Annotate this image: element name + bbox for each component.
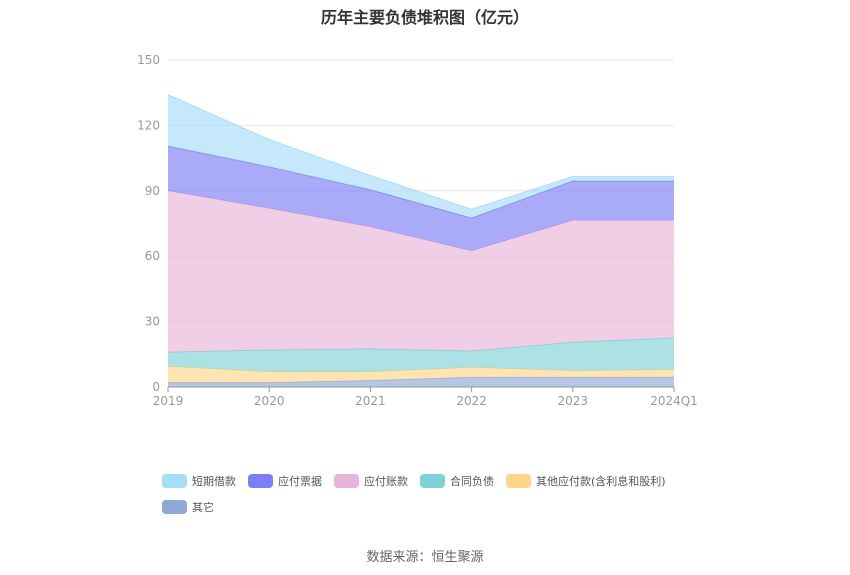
legend-label: 应付票据 bbox=[278, 475, 322, 488]
area-series-1[interactable] bbox=[168, 366, 674, 383]
legend-item[interactable]: 合同负债 bbox=[420, 472, 494, 490]
legend-item[interactable]: 其它 bbox=[162, 498, 214, 516]
y-tick-label: 150 bbox=[137, 53, 160, 67]
chart-title: 历年主要负债堆积图（亿元） bbox=[320, 8, 529, 27]
legend-label: 其它 bbox=[192, 501, 214, 514]
legend-swatch bbox=[420, 474, 445, 488]
x-tick-label: 2024Q1 bbox=[650, 394, 698, 408]
area-series-5[interactable] bbox=[168, 94, 674, 219]
legend-item[interactable]: 短期借款 bbox=[162, 472, 236, 490]
legend-swatch bbox=[162, 474, 187, 488]
legend-label: 其他应付款(含利息和股利) bbox=[536, 475, 666, 488]
area-series-3[interactable] bbox=[168, 190, 674, 353]
area-series-0[interactable] bbox=[168, 377, 674, 387]
area-series-4[interactable] bbox=[168, 146, 674, 251]
area-series-2[interactable] bbox=[168, 337, 674, 372]
x-tick-label: 2023 bbox=[558, 394, 589, 408]
legend-label: 应付账款 bbox=[364, 475, 408, 488]
area-series-line-5 bbox=[167, 94, 674, 210]
legend: 短期借款 应付票据 应付账款 合同负债 其他应付款(含利息和股利) 其它 bbox=[162, 472, 722, 516]
legend-swatch bbox=[248, 474, 273, 488]
area-series bbox=[167, 94, 675, 387]
legend-item[interactable]: 应付账款 bbox=[334, 472, 408, 490]
x-tick-label: 2019 bbox=[153, 394, 184, 408]
legend-swatch bbox=[334, 474, 359, 488]
legend-swatch bbox=[506, 474, 531, 488]
y-tick-label: 90 bbox=[145, 184, 160, 198]
x-tick-label: 2022 bbox=[456, 394, 487, 408]
y-tick-label: 120 bbox=[137, 118, 160, 132]
legend-label: 短期借款 bbox=[192, 475, 236, 488]
y-tick-label: 30 bbox=[145, 315, 160, 329]
x-tick-label: 2020 bbox=[254, 394, 285, 408]
legend-swatch bbox=[162, 500, 187, 514]
legend-label: 合同负债 bbox=[450, 475, 494, 488]
x-tick-label: 2021 bbox=[355, 394, 386, 408]
legend-item[interactable]: 其他应付款(含利息和股利) bbox=[506, 472, 666, 490]
data-source-note: 数据来源：恒生聚源 bbox=[366, 550, 484, 565]
y-tick-label: 0 bbox=[152, 380, 160, 394]
y-tick-label: 60 bbox=[145, 249, 160, 263]
legend-item[interactable]: 应付票据 bbox=[248, 472, 322, 490]
axes: 0 30 60 90 120 150 2019 2020 2021 2022 2023 2024Q1 bbox=[137, 53, 698, 408]
